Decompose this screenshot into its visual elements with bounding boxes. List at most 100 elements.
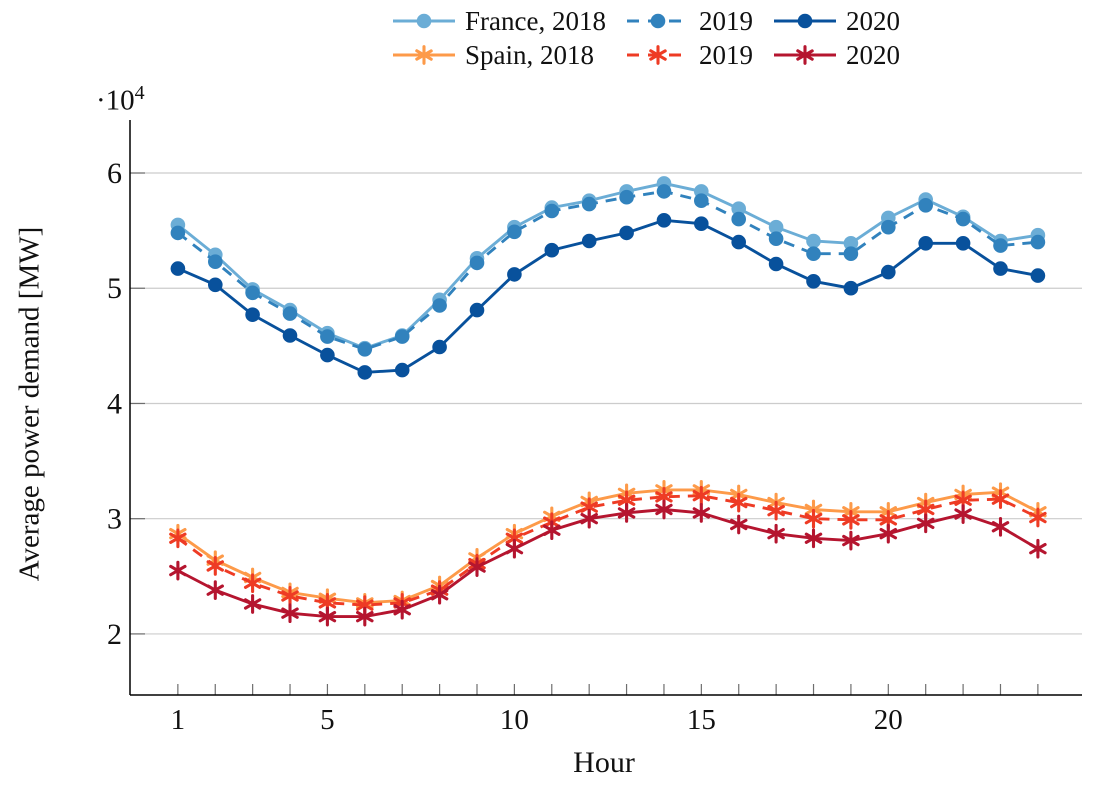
france-2020-point [357,365,373,380]
france-2020-point [993,261,1008,276]
x-axis-title: Hour [573,746,635,779]
series-france-2019 [170,184,1046,357]
france-2020-point [282,328,298,343]
series-spain-2018-markers [169,480,1047,613]
france-2019-point [768,231,784,246]
spain-2020-point [356,606,374,627]
spain-2020-point [954,504,972,524]
y-exponent-power: 4 [134,82,145,104]
spain-2020-point [430,584,449,605]
france-2020-point [731,234,746,250]
y-tick-label: 2 [107,618,122,651]
legend-entry-france-2020: 2020 [773,6,900,36]
spain-2019-point [730,492,748,513]
legend-circle-marker-icon [393,13,455,29]
spain-2020-point [879,523,898,544]
legend-star-marker-icon [626,45,689,65]
france-2019-point [694,193,709,208]
france-2019-point [993,238,1008,253]
series-spain-2020-line [177,508,1039,619]
france-2019-point [282,306,298,321]
france-2020-point [843,280,859,296]
legend-star-marker-icon [393,45,455,65]
france-2020-point [619,225,634,241]
series-france-2019-line [177,189,1039,351]
france-2020-point [469,302,485,318]
spain-2020-point [169,560,187,581]
legend-entry-spain-2018: Spain, 2018 [392,40,606,70]
france-2019-point [806,246,821,261]
series-france-2018 [170,176,1046,356]
france-2020-point [320,347,335,363]
france-2019-point [469,255,485,271]
legend-star-marker-icon [773,45,836,65]
series-france-2020 [170,213,1046,380]
france-2019-point [955,211,971,227]
x-axis-ticks: 1 5 10 15 20 [171,684,1039,736]
france-2019-point [581,196,597,212]
france-2019-point [918,198,933,213]
y-tick-label: 5 [107,272,122,305]
france-2019-point [544,203,560,219]
france-2019-point [731,211,746,227]
series-france-2020-markers [170,213,1046,380]
france-2020-point [656,213,672,228]
france-2019-point [619,189,634,205]
france-2019-point [843,246,859,261]
france-2020-point [208,277,223,293]
legend-circle-marker-icon [626,13,689,29]
france-2019-point [1030,234,1046,250]
x-tick-label: 5 [320,704,335,736]
x-tick-label: 15 [687,704,716,736]
y-tick-label: 3 [107,503,122,536]
legend-label-spain-2018: Spain, 2018 [465,39,595,70]
y-tick-label: 4 [107,387,122,420]
france-2020-point [768,256,784,272]
france-2020-point [1030,268,1046,283]
france-2019-point [208,254,223,269]
france-2019-point [507,224,522,240]
france-2020-point [544,242,560,258]
legend: France, 2018 2019 2020 Spain, 2018 2019 2020 [392,6,900,70]
spain-2020-point [842,530,860,551]
legend-label-france-2020: 2020 [845,5,900,36]
spain-2020-point [281,603,299,624]
spain-2019-point [842,509,860,530]
x-tick-label: 20 [874,704,903,736]
series-france-2020-line [177,218,1039,374]
france-2020-point [581,233,597,249]
legend-circle-marker-icon [773,13,836,29]
france-2019-point [394,329,410,344]
france-2018-point [806,233,821,249]
legend-label-france-2018: France, 2018 [465,5,606,36]
series-france-2019-markers [170,184,1046,357]
france-2020-point [507,267,522,282]
spain-2020-point [468,557,486,577]
legend-entry-france-2019: 2019 [626,6,753,36]
spain-2020-point [916,513,935,534]
france-2020-point [955,236,971,251]
france-2020-point [432,339,447,355]
france-2019-point [357,342,373,357]
spain-2020-point [580,508,598,529]
y-exponent-base: ·10 [96,84,135,117]
y-tick-label: 6 [107,157,122,190]
france-2018-point [843,236,859,251]
x-tick-label: 1 [171,704,186,736]
spain-2020-point [617,503,636,523]
legend-entry-france-2018: France, 2018 [392,6,606,36]
series-spain-2020 [169,499,1047,627]
series-spain-2018-line [177,488,1039,605]
france-2019-point [245,285,260,301]
spain-2019-point [206,556,224,576]
series-france-2018-markers [170,176,1046,356]
y-axis-ticks: 2 3 4 5 6 [107,157,145,651]
gridlines [130,172,1082,635]
france-2019-point [432,298,447,313]
spain-2020-point [767,523,785,544]
france-2020-point [245,307,260,323]
france-2019-point [881,219,896,235]
spain-2020-point [804,528,823,549]
spain-2019-point [243,573,262,594]
